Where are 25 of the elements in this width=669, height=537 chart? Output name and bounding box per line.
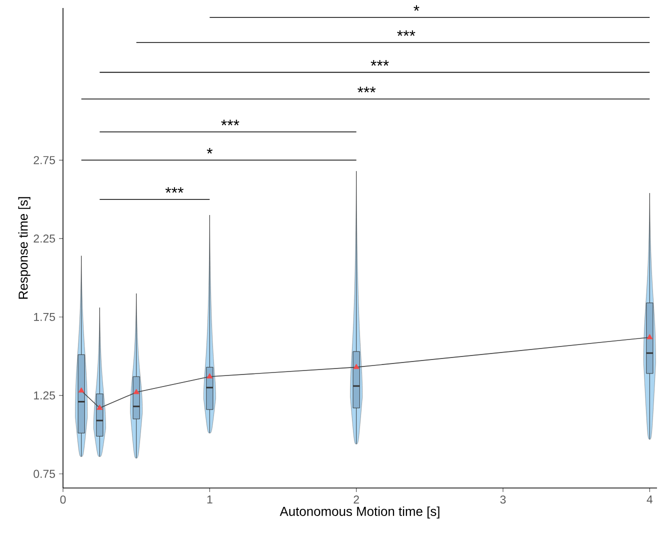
annotation: *** bbox=[397, 30, 416, 36]
y-axis-title: Response time [s] bbox=[18, 197, 30, 299]
point bbox=[133, 388, 140, 394]
point bbox=[353, 364, 360, 369]
point bbox=[96, 404, 103, 410]
annotation: *** bbox=[358, 86, 376, 92]
annotation: * bbox=[206, 148, 213, 154]
x-tick-label: 1 bbox=[207, 496, 212, 504]
point bbox=[206, 373, 213, 378]
x-tick-label: 2 bbox=[354, 496, 359, 504]
x-tick-label: 0 bbox=[60, 496, 66, 504]
y-tick-label: 0.75 bbox=[34, 470, 56, 478]
annotation: *** bbox=[370, 60, 389, 66]
y-tick-label: 2.75 bbox=[34, 156, 56, 164]
y-tick-label: 1.25 bbox=[34, 391, 56, 400]
y-tick-label: 1.75 bbox=[34, 313, 56, 321]
annotation: *** bbox=[165, 187, 184, 193]
x-tick-label: 3 bbox=[500, 496, 506, 504]
point bbox=[78, 387, 84, 393]
x-axis-title: Autonomous Motion time [s] bbox=[280, 506, 440, 519]
point bbox=[646, 334, 653, 340]
annotation: *** bbox=[221, 120, 240, 126]
annotation: * bbox=[414, 5, 420, 11]
x-tick-label: 4 bbox=[646, 496, 653, 504]
y-tick-label: 2.25 bbox=[34, 234, 56, 243]
